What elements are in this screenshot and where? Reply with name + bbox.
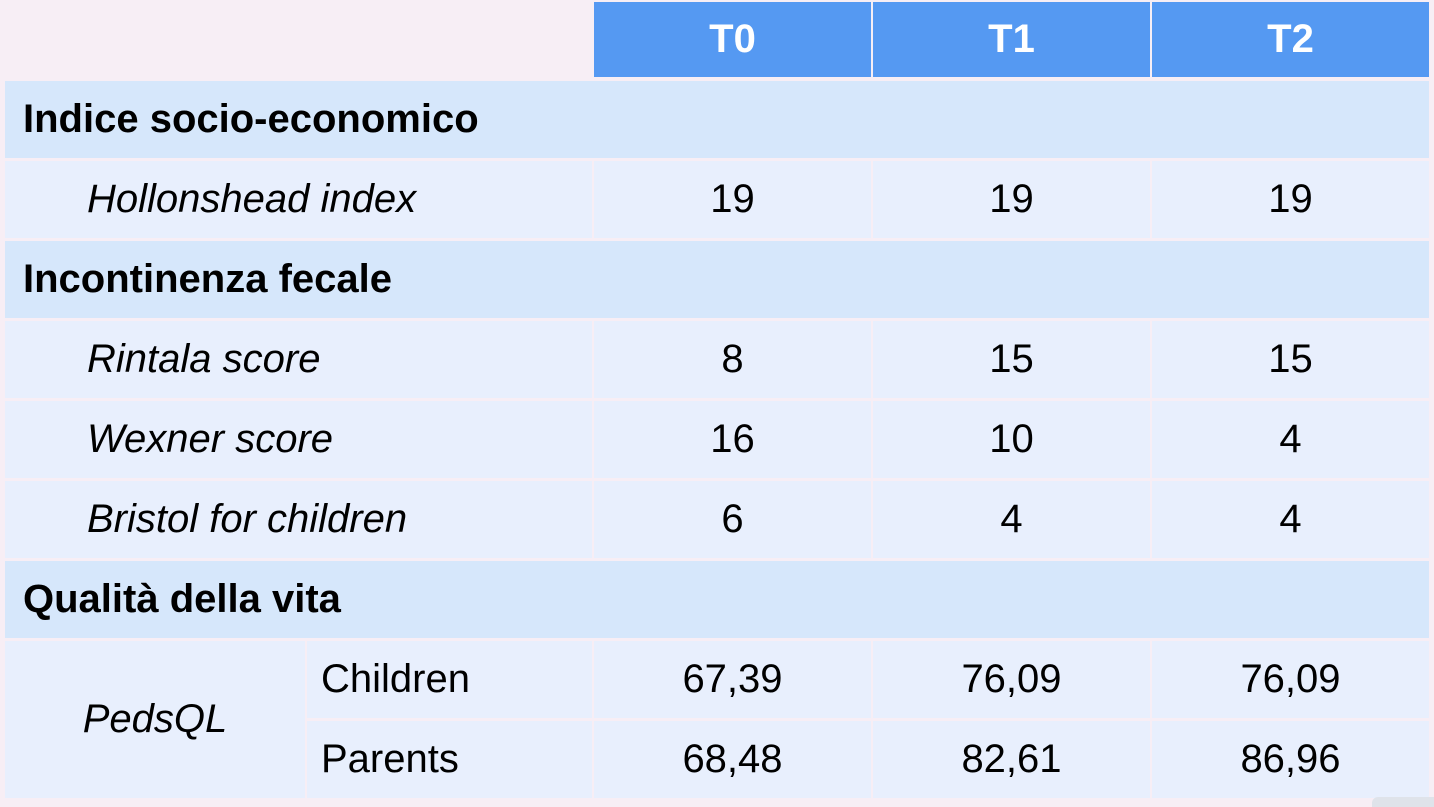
row-label: Bristol for children [5, 481, 592, 558]
column-header-t1: T1 [873, 2, 1150, 77]
value-cell: 19 [873, 161, 1150, 238]
value-cell: 4 [873, 481, 1150, 558]
row-label: Rintala score [5, 321, 592, 398]
corner-tab [1372, 797, 1434, 807]
value-cell: 16 [594, 401, 871, 478]
section-title: Indice socio-economico [5, 81, 1429, 158]
value-cell: 10 [873, 401, 1150, 478]
value-cell: 15 [873, 321, 1150, 398]
value-cell: 4 [1152, 481, 1429, 558]
column-header-t0: T0 [594, 2, 871, 77]
value-cell: 76,09 [873, 641, 1150, 718]
value-cell: 4 [1152, 401, 1429, 478]
row-label: Children [307, 641, 592, 718]
value-cell: 15 [1152, 321, 1429, 398]
row-label: Parents [307, 721, 592, 798]
column-header-t2: T2 [1152, 2, 1429, 77]
value-cell: 19 [1152, 161, 1429, 238]
value-cell: 68,48 [594, 721, 871, 798]
section-title: Incontinenza fecale [5, 241, 1429, 318]
group-label: PedsQL [5, 641, 305, 798]
value-cell: 76,09 [1152, 641, 1429, 718]
value-cell: 6 [594, 481, 871, 558]
value-cell: 8 [594, 321, 871, 398]
section-title: Qualità della vita [5, 561, 1429, 638]
row-label: Wexner score [5, 401, 592, 478]
value-cell: 67,39 [594, 641, 871, 718]
row-label: Hollonshead index [5, 161, 592, 238]
value-cell: 82,61 [873, 721, 1150, 798]
value-cell: 19 [594, 161, 871, 238]
value-cell: 86,96 [1152, 721, 1429, 798]
